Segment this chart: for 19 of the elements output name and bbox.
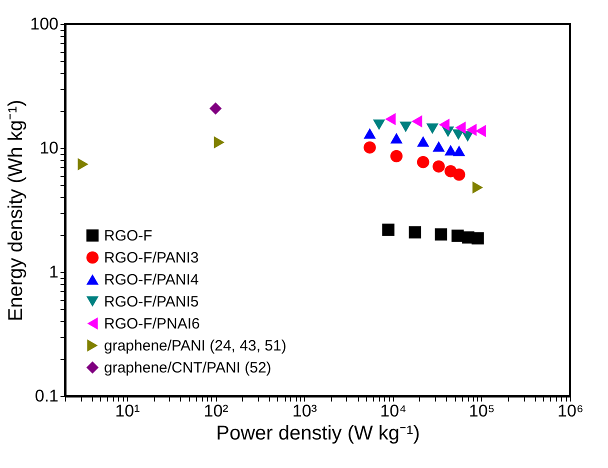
- y-tick-label: 1: [49, 262, 58, 282]
- y-tick-label: 10: [40, 138, 58, 158]
- y-tick-label: 100: [30, 14, 58, 34]
- x-tick-label: 10²: [204, 402, 229, 420]
- legend-label: RGO-F/PANI3: [104, 250, 199, 266]
- legend-label: graphene/PANI (24, 43, 51): [104, 338, 286, 354]
- x-tick-label: 10⁴: [380, 402, 406, 420]
- legend-label: RGO-F: [104, 228, 152, 244]
- x-tick-label: 10³: [292, 402, 318, 420]
- x-tick-label: 10¹: [115, 402, 140, 420]
- x-tick-label: 10⁵: [468, 402, 495, 420]
- x-axis-title: Power denstiy (W kg⁻¹): [216, 422, 420, 444]
- y-tick-label: 0.1: [34, 386, 58, 406]
- y-axis-title: Energy density (Wh kg⁻¹): [5, 100, 28, 322]
- x-tick-label: 10⁶: [558, 402, 584, 420]
- legend-label: graphene/CNT/PANI (52): [104, 360, 272, 376]
- legend-label: RGO-F/PNAI6: [104, 316, 200, 332]
- legend-label: RGO-F/PANI5: [104, 294, 199, 310]
- legend-label: RGO-F/PANI4: [104, 272, 199, 288]
